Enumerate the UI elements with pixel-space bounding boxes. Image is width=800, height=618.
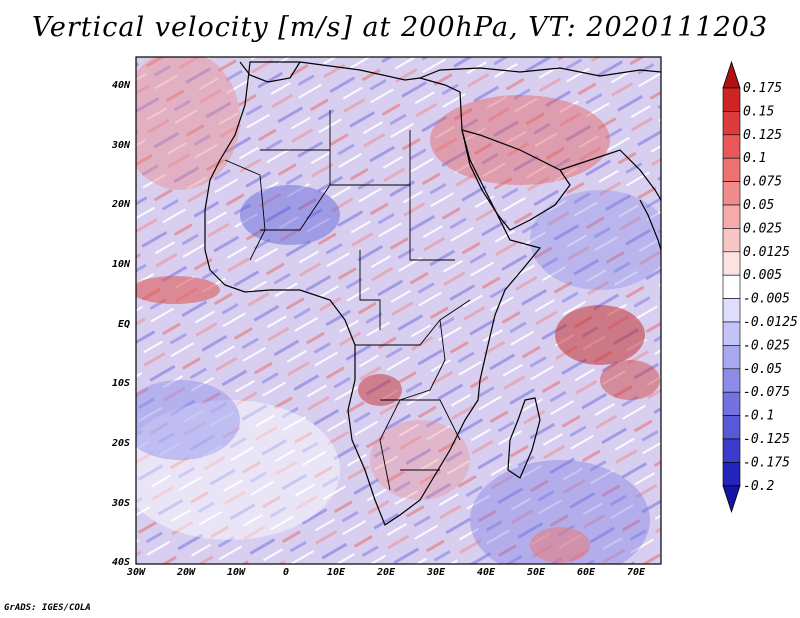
map-title: Vertical velocity [m/s] at 200hPa, VT: 2… <box>31 12 769 43</box>
lon-tick-label: 50E <box>527 567 546 578</box>
colorbar-label: -0.125 <box>743 432 790 447</box>
colorbar-swatch <box>722 438 741 463</box>
colorbar-swatch <box>722 134 741 159</box>
colorbar-swatch <box>722 181 741 206</box>
lat-axis: 40N 30N 20N 10N EQ 10S 20S 30S 40S <box>111 80 131 568</box>
map-frame <box>135 56 662 565</box>
colorbar-label: 0.125 <box>743 128 782 143</box>
lat-tick-label: 40S <box>112 557 130 568</box>
lat-tick-label: 20N <box>111 199 131 210</box>
colorbar-bottom-arrow <box>722 485 741 514</box>
colorbar-swatch <box>722 228 741 253</box>
lat-tick-label: EQ <box>118 319 130 330</box>
colorbar-label: 0.05 <box>743 198 774 213</box>
colorbar-label: 0.1 <box>743 151 766 166</box>
colorbar: 0.175 0.15 0.125 0.1 0.075 0.05 0.025 0.0125 0.0… <box>722 60 798 514</box>
colorbar-top-arrow <box>722 60 741 89</box>
colorbar-swatch <box>722 368 741 393</box>
lat-tick-label: 40N <box>112 80 131 91</box>
colorbar-swatch <box>722 415 741 440</box>
lat-tick-label: 30N <box>111 140 131 151</box>
colorbar-label: -0.005 <box>743 292 790 307</box>
colorbar-label: 0.175 <box>743 81 782 96</box>
colorbar-swatch <box>722 321 741 346</box>
colorbar-label: 0.025 <box>743 221 782 236</box>
colorbar-label: -0.2 <box>743 479 774 494</box>
colorbar-label: 0.075 <box>743 175 782 190</box>
colorbar-swatch <box>722 204 741 229</box>
colorbar-swatch <box>722 274 741 299</box>
lat-tick-label: 30S <box>111 498 130 509</box>
lon-tick-label: 40E <box>477 567 496 578</box>
colorbar-label: -0.175 <box>743 455 790 470</box>
lon-axis: 30W 20W 10W 0 10E 20E 30E 40E 50E 60E 70… <box>126 567 646 578</box>
lon-tick-label: 70E <box>627 567 646 578</box>
credit-text: GrADS: IGES/COLA <box>4 603 91 613</box>
colorbar-label: -0.1 <box>743 409 774 424</box>
colorbar-label: -0.05 <box>743 362 782 377</box>
colorbar-swatch <box>722 111 741 136</box>
lat-tick-label: 10S <box>112 378 130 389</box>
lon-tick-label: 30W <box>126 567 146 578</box>
coastlines <box>204 61 661 526</box>
colorbar-swatch <box>722 251 741 276</box>
colorbar-swatch <box>722 391 741 416</box>
lon-tick-label: 20W <box>176 567 196 578</box>
colorbar-swatch <box>722 298 741 323</box>
colorbar-label: 0.0125 <box>743 245 790 260</box>
lon-tick-label: 10E <box>327 567 346 578</box>
colorbar-swatch <box>722 87 741 112</box>
lon-tick-label: 0 <box>283 567 289 578</box>
colorbar-swatch <box>722 345 741 370</box>
velocity-field <box>136 57 661 564</box>
colorbar-label: -0.025 <box>743 338 790 353</box>
lon-tick-label: 20E <box>376 567 396 578</box>
colorbar-swatch <box>722 462 741 487</box>
colorbar-swatch <box>722 157 741 182</box>
colorbar-label: 0.15 <box>743 104 774 119</box>
colorbar-label: 0.005 <box>743 268 782 283</box>
lon-tick-label: 60E <box>577 567 596 578</box>
colorbar-label: -0.0125 <box>743 315 798 330</box>
colorbar-label: -0.075 <box>743 385 790 400</box>
lat-tick-label: 10N <box>112 259 131 270</box>
lon-tick-label: 10W <box>227 567 246 578</box>
lon-tick-label: 30E <box>426 567 446 578</box>
lat-tick-label: 20S <box>111 438 130 449</box>
